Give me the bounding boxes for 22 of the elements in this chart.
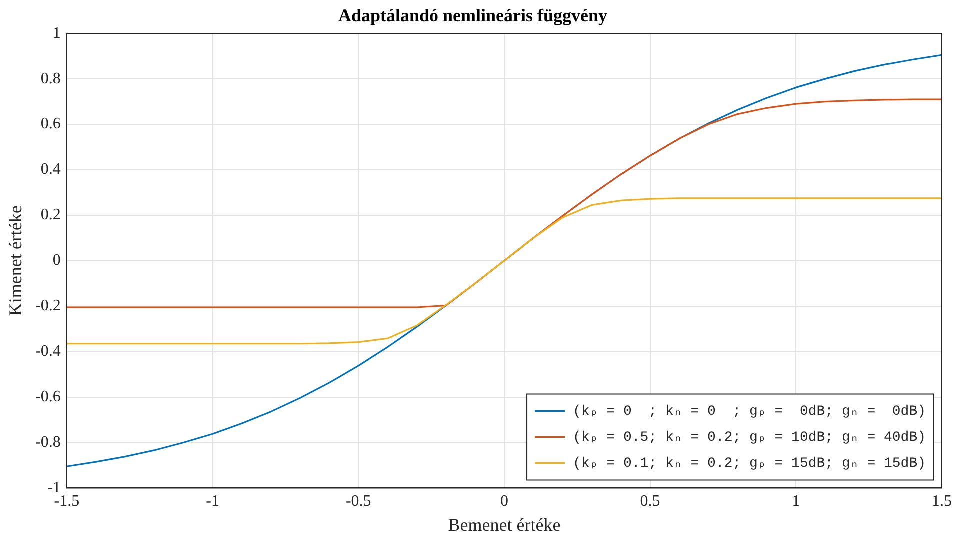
y-tick-label: 0.8 [40,70,61,88]
y-tick-label: -0.2 [36,298,61,315]
x-tick-label: -1 [206,493,220,510]
y-tick-label: -0.4 [36,343,61,360]
y-tick-label: 0.2 [40,206,61,224]
x-axis-title: Bemenet értéke [448,514,561,535]
chart-title: Adaptálandó nemlineáris függvény [338,5,608,26]
x-tick-label: 1 [792,493,800,510]
y-tick-label: -0.6 [36,388,61,406]
legend-label: (kₚ = 0.5; kₙ = 0.2; gₚ = 10dB; gₙ = 40dB) [573,430,926,446]
x-tick-label: 0 [500,493,508,510]
x-tick-label: 0.5 [640,493,660,510]
y-axis-title: Kimenet értéke [6,206,26,316]
y-tick-label: 0 [52,252,61,270]
x-tick-label: -0.5 [346,493,372,510]
y-tick-label: -0.8 [36,434,61,451]
y-tick-label: 0.6 [40,116,61,133]
y-tick-label: 0.4 [40,161,61,178]
x-tick-label: 1.5 [932,493,952,510]
legend-label: (kₚ = 0 ; kₙ = 0 ; gₚ = 0dB; gₙ = 0dB) [573,404,926,420]
y-tick-label: 1 [52,24,61,42]
legend-label: (kₚ = 0.1; kₙ = 0.2; gₚ = 15dB; gₙ = 15dB) [573,456,926,472]
